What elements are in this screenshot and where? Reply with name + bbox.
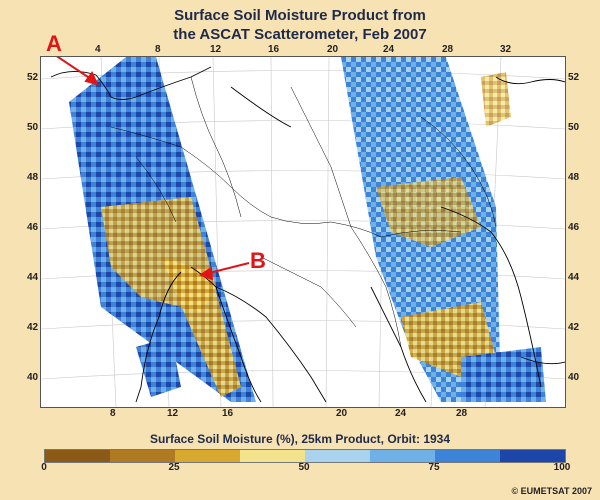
left-tick-46: 46 — [27, 222, 39, 233]
left-tick-42: 42 — [27, 322, 39, 333]
top-tick-32: 32 — [500, 44, 512, 55]
copyright-notice: © EUMETSAT 2007 — [511, 486, 593, 496]
map-canvas — [41, 57, 565, 407]
top-tick-20: 20 — [327, 44, 339, 55]
colorbar-segment-3 — [240, 450, 305, 462]
right-tick-48: 48 — [568, 172, 580, 183]
colorbar-tick-100: 100 — [553, 462, 571, 473]
country-borders — [110, 76, 497, 348]
arrow-b-head — [198, 266, 214, 281]
top-tick-12: 12 — [210, 44, 222, 55]
colorbar-segment-2 — [175, 450, 240, 462]
left-tick-40: 40 — [27, 372, 39, 383]
colorbar — [44, 449, 566, 463]
colorbar-caption: Surface Soil Moisture (%), 25km Product,… — [149, 432, 451, 446]
left-tick-50: 50 — [27, 122, 39, 133]
marker-b-label: B — [250, 248, 266, 273]
coastlines — [50, 66, 565, 403]
colorbar-segment-7 — [500, 450, 565, 462]
left-tick-48: 48 — [27, 172, 39, 183]
right-tick-52: 52 — [568, 72, 580, 83]
top-tick-8: 8 — [155, 44, 161, 55]
colorbar-tick-25: 25 — [168, 462, 180, 473]
marker-a-label: A — [46, 31, 62, 56]
bottom-tick-28: 28 — [456, 408, 468, 419]
east-swath — [341, 57, 546, 402]
title-line-2: the ASCAT Scatterometer, Feb 2007 — [173, 26, 427, 43]
right-tick-44: 44 — [568, 272, 580, 283]
right-tick-50: 50 — [568, 122, 580, 133]
colorbar-tick-0: 0 — [41, 462, 47, 473]
right-tick-40: 40 — [568, 372, 580, 383]
arrow-a-head — [84, 71, 99, 86]
colorbar-segment-5 — [370, 450, 435, 462]
soil-moisture-map — [40, 56, 566, 408]
west-swath — [69, 57, 256, 402]
left-tick-52: 52 — [27, 72, 39, 83]
arrow-a — [56, 57, 92, 80]
right-tick-46: 46 — [568, 222, 580, 233]
top-tick-24: 24 — [383, 44, 395, 55]
bottom-tick-8: 8 — [110, 408, 116, 419]
colorbar-segment-1 — [110, 450, 175, 462]
top-tick-28: 28 — [442, 44, 454, 55]
colorbar-segment-6 — [435, 450, 500, 462]
right-tick-42: 42 — [568, 322, 580, 333]
bottom-tick-16: 16 — [222, 408, 234, 419]
bottom-tick-12: 12 — [167, 408, 179, 419]
bottom-tick-20: 20 — [336, 408, 348, 419]
title-line-1: Surface Soil Moisture Product from — [174, 7, 426, 24]
colorbar-tick-50: 50 — [298, 462, 310, 473]
colorbar-tick-75: 75 — [428, 462, 440, 473]
map-title: Surface Soil Moisture Product from the A… — [0, 6, 600, 44]
colorbar-segment-4 — [305, 450, 370, 462]
colorbar-segment-0 — [45, 450, 110, 462]
top-tick-16: 16 — [268, 44, 280, 55]
top-tick-4: 4 — [95, 44, 101, 55]
marker-arrows — [56, 57, 250, 281]
left-tick-44: 44 — [27, 272, 39, 283]
arrow-b — [208, 262, 250, 274]
bottom-tick-24: 24 — [395, 408, 407, 419]
